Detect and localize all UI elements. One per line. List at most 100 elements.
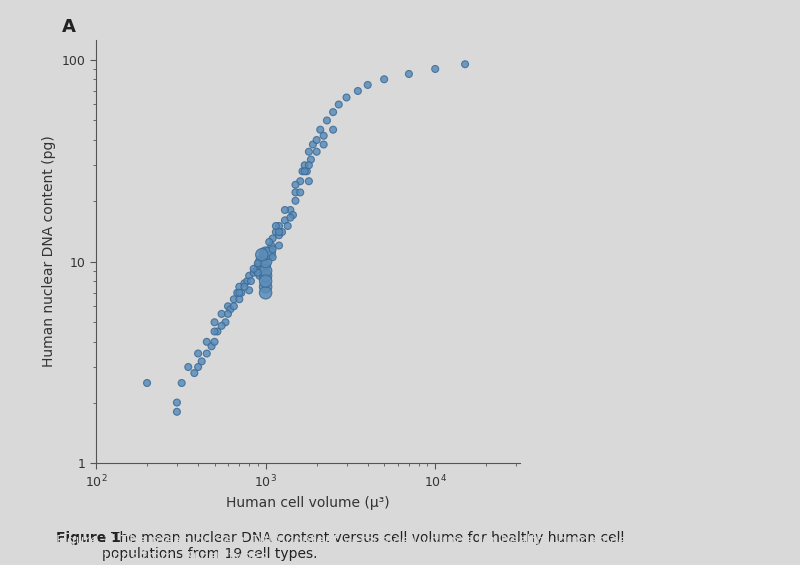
Point — [170, 407, 183, 416]
Point — [278, 206, 291, 215]
Point — [298, 167, 311, 176]
Point — [294, 177, 306, 186]
Point — [255, 250, 268, 259]
Point — [310, 147, 323, 157]
Point — [170, 398, 183, 407]
Point — [259, 257, 272, 266]
Point — [289, 188, 302, 197]
Point — [222, 310, 234, 319]
Point — [251, 262, 264, 271]
Point — [302, 147, 315, 157]
Point — [195, 357, 208, 366]
Point — [259, 249, 272, 258]
Point — [227, 295, 240, 304]
Point — [326, 125, 339, 134]
Point — [321, 116, 334, 125]
Point — [245, 276, 258, 285]
Point — [305, 155, 318, 164]
Point — [314, 125, 326, 134]
Text: Figure 1: Figure 1 — [56, 531, 121, 545]
Point — [188, 368, 201, 377]
Point — [227, 302, 240, 311]
Point — [182, 363, 194, 372]
Point — [224, 305, 237, 314]
Point — [200, 349, 213, 358]
Y-axis label: Human nuclear DNA content (pg): Human nuclear DNA content (pg) — [42, 136, 56, 367]
Point — [302, 177, 315, 186]
Point — [262, 249, 275, 258]
Point — [205, 342, 218, 351]
Point — [141, 379, 154, 388]
Point — [230, 288, 243, 297]
Point — [251, 268, 264, 277]
Point — [266, 245, 279, 254]
Text: : The mean nuclear DNA content versus cell volume for healthy human cell
populat: : The mean nuclear DNA content versus ce… — [102, 531, 625, 561]
Point — [326, 107, 339, 116]
Point — [273, 228, 286, 237]
Point — [273, 231, 286, 240]
Point — [318, 131, 330, 140]
Point — [318, 140, 330, 149]
Point — [306, 140, 319, 149]
Point — [208, 337, 221, 346]
Point — [215, 321, 228, 331]
Point — [340, 93, 353, 102]
Point — [238, 279, 251, 288]
Point — [253, 271, 266, 280]
Point — [250, 266, 262, 275]
Point — [259, 282, 272, 291]
Point — [266, 234, 279, 243]
Point — [301, 167, 314, 176]
Point — [233, 282, 246, 291]
Point — [266, 253, 279, 262]
Point — [233, 295, 246, 304]
Point — [238, 282, 251, 291]
Point — [222, 302, 234, 311]
Point — [458, 60, 471, 69]
Point — [284, 206, 297, 215]
Point — [273, 221, 286, 231]
Point — [259, 276, 272, 285]
Point — [192, 349, 205, 358]
Point — [286, 211, 299, 220]
Point — [233, 288, 246, 297]
Point — [247, 264, 260, 273]
Point — [284, 213, 297, 222]
Point — [276, 228, 289, 237]
Point — [289, 196, 302, 205]
Point — [251, 259, 264, 268]
Point — [258, 262, 270, 271]
Point — [298, 160, 311, 170]
Point — [259, 271, 272, 280]
Point — [242, 271, 255, 280]
Point — [242, 286, 255, 295]
Point — [265, 241, 278, 250]
Point — [282, 221, 294, 231]
Point — [378, 75, 390, 84]
Point — [332, 100, 345, 109]
Text: Figure 1: The mean nuclear DNA content versus cell volume for healthy human cell: Figure 1: The mean nuclear DNA content v… — [56, 534, 634, 564]
Point — [296, 167, 309, 176]
Point — [310, 136, 323, 145]
Point — [200, 337, 213, 346]
Point — [208, 327, 221, 336]
Point — [211, 327, 224, 336]
Point — [215, 310, 228, 319]
Point — [294, 188, 306, 197]
Point — [208, 318, 221, 327]
X-axis label: Human cell volume (μ³): Human cell volume (μ³) — [226, 496, 390, 510]
Point — [270, 221, 282, 231]
Point — [429, 64, 442, 73]
Point — [175, 379, 188, 388]
Point — [302, 160, 315, 170]
Point — [259, 288, 272, 297]
Point — [289, 180, 302, 189]
Point — [351, 86, 364, 95]
Point — [259, 266, 272, 275]
Point — [192, 363, 205, 372]
Point — [278, 216, 291, 225]
Point — [262, 237, 275, 246]
Point — [402, 69, 415, 79]
Point — [247, 268, 260, 277]
Point — [241, 276, 254, 285]
